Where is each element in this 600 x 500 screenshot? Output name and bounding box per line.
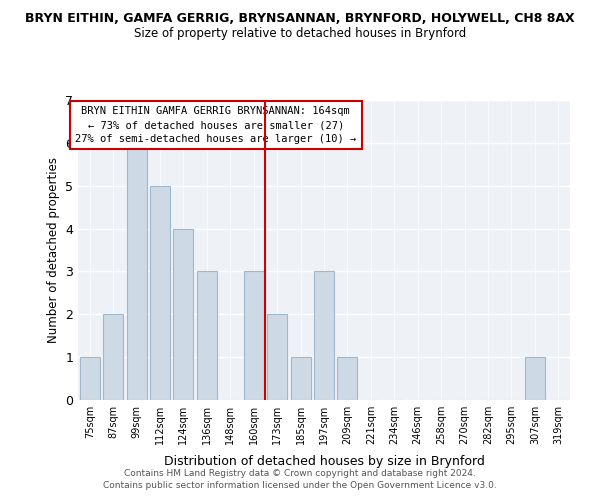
- Bar: [173, 228, 193, 400]
- Bar: [244, 272, 263, 400]
- Text: Contains HM Land Registry data © Crown copyright and database right 2024.: Contains HM Land Registry data © Crown c…: [124, 468, 476, 477]
- Text: BRYN EITHIN, GAMFA GERRIG, BRYNSANNAN, BRYNFORD, HOLYWELL, CH8 8AX: BRYN EITHIN, GAMFA GERRIG, BRYNSANNAN, B…: [25, 12, 575, 26]
- Bar: [103, 314, 123, 400]
- Text: Contains public sector information licensed under the Open Government Licence v3: Contains public sector information licen…: [103, 481, 497, 490]
- Y-axis label: Number of detached properties: Number of detached properties: [47, 157, 59, 343]
- Bar: [80, 357, 100, 400]
- Text: BRYN EITHIN GAMFA GERRIG BRYNSANNAN: 164sqm
← 73% of detached houses are smaller: BRYN EITHIN GAMFA GERRIG BRYNSANNAN: 164…: [75, 106, 356, 144]
- X-axis label: Distribution of detached houses by size in Brynford: Distribution of detached houses by size …: [164, 456, 484, 468]
- Bar: [290, 357, 311, 400]
- Text: Size of property relative to detached houses in Brynford: Size of property relative to detached ho…: [134, 28, 466, 40]
- Bar: [267, 314, 287, 400]
- Bar: [337, 357, 358, 400]
- Bar: [525, 357, 545, 400]
- Bar: [197, 272, 217, 400]
- Bar: [150, 186, 170, 400]
- Bar: [314, 272, 334, 400]
- Bar: [127, 143, 146, 400]
